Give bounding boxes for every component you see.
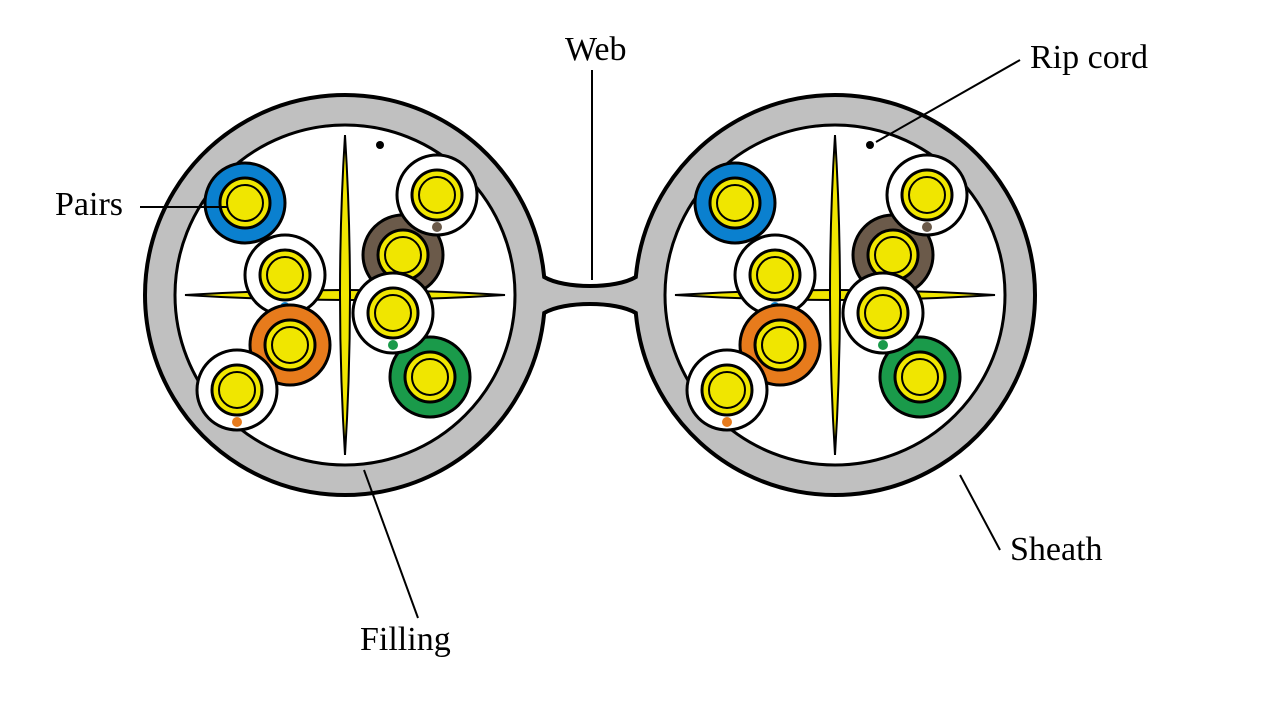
conductor-green-white: [843, 273, 923, 353]
ripcord: [376, 141, 384, 149]
leader-sheath: [960, 475, 1000, 550]
conductor-brown-white: [887, 155, 967, 235]
conductor-blue: [695, 163, 775, 243]
label-sheath: Sheath: [1010, 531, 1103, 568]
leader-filling: [364, 470, 418, 618]
conductor-orange-white: [197, 350, 277, 430]
label-pairs: Pairs: [55, 186, 123, 223]
conductor-green-white: [353, 273, 433, 353]
conductor-orange-white: [687, 350, 767, 430]
label-ripcord: Rip cord: [1030, 39, 1148, 76]
ripcord: [866, 141, 874, 149]
filling-separator-arm: [830, 135, 840, 455]
conductor-blue-white: [245, 235, 325, 315]
conductor-brown-white: [397, 155, 477, 235]
filling-separator-arm: [340, 135, 350, 455]
label-web: Web: [565, 31, 626, 68]
conductor-blue-white: [735, 235, 815, 315]
conductor-blue: [205, 163, 285, 243]
label-filling: Filling: [360, 621, 451, 658]
